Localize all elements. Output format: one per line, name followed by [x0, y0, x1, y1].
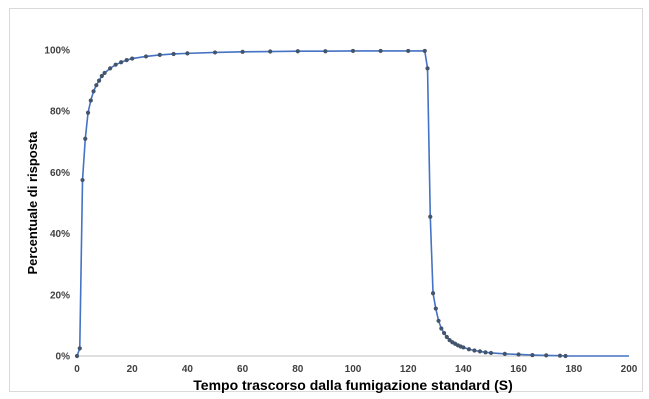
series-markers: [74, 48, 568, 359]
x-tick-label: 120: [400, 364, 417, 375]
data-point: [441, 330, 447, 336]
data-point: [102, 70, 107, 76]
response-chart: 0 20 40 60 80 100 120 140 160 180 200 0% 20% 40% 60% 8…: [25, 46, 638, 394]
data-point: [94, 83, 99, 88]
x-tick-label: 0: [74, 364, 80, 375]
data-point: [119, 60, 124, 65]
data-point: [406, 48, 411, 54]
data-point: [295, 49, 300, 54]
data-point: [130, 56, 135, 61]
data-point: [99, 73, 104, 79]
data-point: [143, 54, 149, 59]
data-point: [461, 345, 466, 350]
y-tick-label: 0%: [56, 352, 71, 363]
data-point: [563, 353, 568, 359]
data-point: [171, 51, 176, 57]
data-point: [83, 136, 88, 141]
data-point: [502, 351, 507, 356]
x-tick-label: 20: [127, 364, 139, 375]
chart-frame: 0 20 40 60 80 100 120 140 160 180 200 0% 20% 40% 60% 8…: [9, 8, 643, 394]
data-point: [74, 353, 80, 359]
data-point: [436, 318, 441, 323]
data-point: [157, 52, 162, 57]
y-tick-label: 60%: [50, 168, 70, 179]
x-axis-title: Tempo trascorso dalla fumigazione standa…: [193, 377, 512, 393]
x-tick-label: 80: [292, 364, 304, 375]
data-point: [212, 50, 218, 55]
data-point: [124, 57, 129, 63]
y-axis-title: Percentuale di risposta: [25, 131, 40, 275]
data-point: [516, 352, 521, 357]
x-tick-labels: 0 20 40 60 80 100 120 140 160 180 200: [74, 364, 638, 375]
x-tick-label: 200: [621, 364, 638, 375]
y-tick-label: 20%: [50, 290, 70, 301]
data-point: [350, 48, 356, 54]
data-point: [323, 49, 328, 54]
data-point: [439, 326, 444, 331]
data-point: [430, 291, 436, 296]
series-line: [76, 50, 629, 357]
data-point: [444, 334, 449, 340]
data-point: [113, 62, 118, 67]
data-point: [544, 353, 549, 358]
data-point: [240, 49, 245, 54]
data-point: [77, 346, 82, 351]
data-point: [422, 48, 427, 54]
y-tick-label: 100%: [44, 46, 70, 57]
data-point: [557, 353, 563, 358]
data-point: [96, 78, 102, 83]
y-tick-labels: 0% 20% 40% 60% 80% 100%: [44, 46, 70, 363]
data-point: [428, 214, 433, 219]
data-point: [483, 350, 488, 355]
data-point: [466, 347, 472, 352]
data-point: [108, 66, 113, 71]
data-point: [488, 350, 494, 356]
x-tick-label: 160: [510, 364, 527, 375]
y-tick-label: 80%: [50, 107, 70, 118]
data-point: [477, 349, 483, 354]
data-point: [425, 66, 430, 71]
x-tick-label: 180: [565, 364, 582, 375]
y-tick-label: 40%: [50, 229, 70, 240]
data-point: [530, 352, 535, 358]
data-point: [185, 51, 190, 56]
x-tick-label: 60: [237, 364, 249, 375]
x-tick-label: 40: [182, 364, 194, 375]
data-point: [85, 110, 91, 115]
data-point: [91, 89, 96, 94]
data-point: [80, 177, 85, 183]
x-tick-label: 100: [345, 364, 362, 375]
data-point: [472, 348, 477, 353]
data-point: [433, 306, 438, 311]
data-point: [378, 48, 383, 54]
data-point: [268, 49, 273, 54]
x-tick-label: 140: [455, 364, 472, 375]
data-point: [88, 98, 93, 103]
